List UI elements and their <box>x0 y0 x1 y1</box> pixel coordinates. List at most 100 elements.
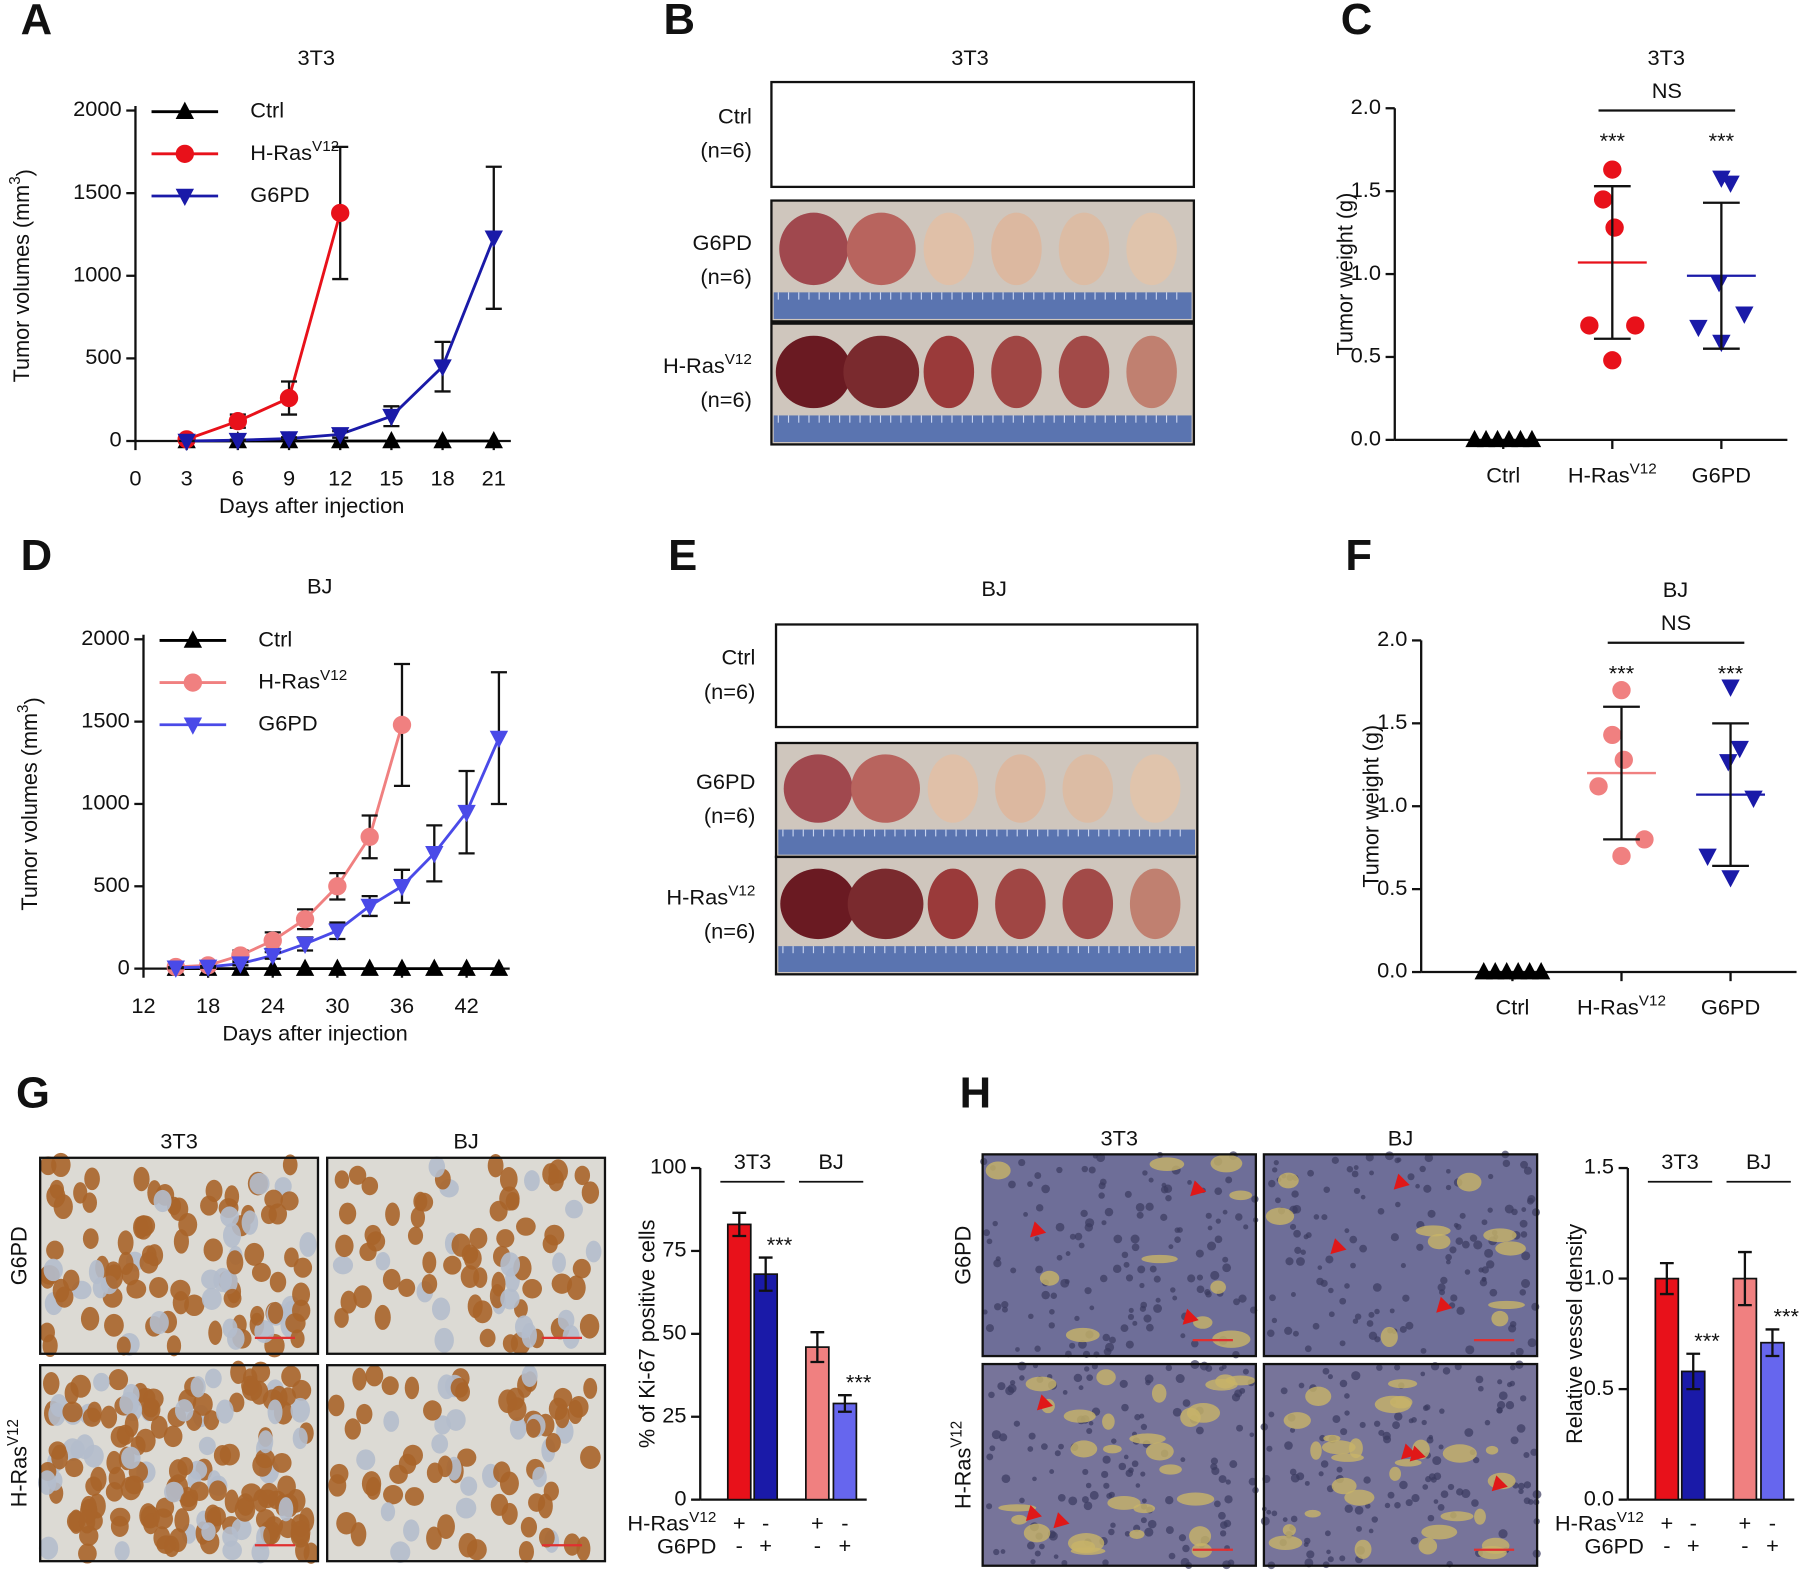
condition-sign: + <box>1660 1511 1673 1536</box>
nucleus <box>431 1434 449 1454</box>
legend-label: Ctrl <box>250 97 284 122</box>
cell <box>1378 1429 1385 1436</box>
cell <box>1390 1233 1399 1242</box>
nucleus <box>290 1329 305 1349</box>
y-tick-label: 2000 <box>73 96 122 121</box>
nucleus <box>135 1428 156 1453</box>
vessel <box>1488 1300 1525 1310</box>
condition-label: H-RasV12 <box>627 1509 716 1535</box>
cell <box>1232 1350 1240 1359</box>
nucleus <box>489 1200 508 1222</box>
marker <box>175 188 195 207</box>
marker <box>392 715 412 735</box>
tumor <box>779 212 849 286</box>
cell <box>1344 1228 1350 1234</box>
nucleus <box>121 1262 140 1286</box>
nucleus <box>223 1288 242 1308</box>
nucleus <box>267 1301 284 1324</box>
row-label-main: (n=6) <box>700 387 752 412</box>
vessel <box>1427 1233 1451 1250</box>
nucleus <box>267 1399 283 1425</box>
vessel <box>1065 1327 1100 1343</box>
vessel <box>1389 1466 1402 1481</box>
error-bar <box>1765 1328 1780 1358</box>
cell <box>1344 1393 1350 1399</box>
micrograph <box>38 1360 320 1564</box>
nucleus <box>421 1273 438 1294</box>
arrow <box>1025 1505 1042 1521</box>
row-label-main: G6PD <box>693 230 752 255</box>
nucleus <box>450 1377 469 1398</box>
nucleus <box>422 1251 437 1274</box>
significance: *** <box>1600 128 1626 153</box>
condition-sign: - <box>1769 1511 1776 1536</box>
cell <box>989 1445 996 1452</box>
marker <box>1626 316 1645 335</box>
cell <box>1160 1213 1168 1221</box>
tumor <box>991 335 1042 409</box>
significance: *** <box>1773 1304 1799 1329</box>
cell <box>1211 1466 1220 1476</box>
cell <box>1377 1207 1385 1215</box>
row-label-main: G6PD <box>696 769 755 794</box>
cell <box>1394 1364 1401 1371</box>
legend-label-main: G6PD <box>250 182 309 207</box>
cell <box>1085 1482 1092 1489</box>
y-label: Tumor volumes (mm3) <box>15 697 45 910</box>
group-label: BJ <box>818 1149 843 1174</box>
column-title: BJ <box>453 1129 478 1154</box>
marker <box>1709 275 1729 293</box>
nucleus <box>374 1304 391 1330</box>
cell <box>1175 1374 1185 1384</box>
cell <box>1028 1432 1036 1440</box>
cell <box>1372 1283 1382 1292</box>
marker <box>295 910 315 929</box>
cell <box>1363 1476 1371 1484</box>
marker <box>1589 777 1608 796</box>
cell <box>1455 1237 1464 1245</box>
tumor <box>1062 754 1114 823</box>
cell <box>1369 1170 1374 1176</box>
cell <box>1526 1197 1534 1205</box>
cell <box>1521 1251 1531 1261</box>
cell <box>1080 1209 1088 1218</box>
cell <box>1402 1294 1410 1302</box>
nucleus <box>153 1508 174 1530</box>
nucleus <box>579 1313 600 1339</box>
cell <box>1073 1373 1083 1383</box>
nucleus <box>190 1376 206 1398</box>
cell <box>1275 1197 1281 1204</box>
x-tick-label: 30 <box>325 993 349 1018</box>
vessel <box>1331 1477 1357 1495</box>
cell <box>1124 1190 1132 1198</box>
arrow <box>1401 1443 1418 1460</box>
vessel <box>1394 1458 1422 1467</box>
cell <box>1318 1471 1324 1477</box>
condition-sign: - <box>1690 1511 1697 1536</box>
y-tick-label: 0.0 <box>1377 958 1407 983</box>
nucleus <box>532 1466 547 1488</box>
cell <box>1130 1234 1140 1244</box>
marker <box>1698 848 1717 867</box>
cell <box>1465 1345 1475 1355</box>
marker <box>1603 351 1622 370</box>
nucleus <box>174 1508 190 1533</box>
cell <box>1220 1521 1228 1529</box>
nucleus <box>42 1334 58 1358</box>
cell <box>1344 1410 1350 1416</box>
cell <box>1084 1287 1092 1295</box>
cell <box>1472 1456 1480 1464</box>
cell <box>1143 1314 1152 1323</box>
marker <box>175 144 195 163</box>
nucleus <box>434 1327 454 1353</box>
nucleus <box>348 1165 367 1185</box>
nucleus <box>255 1508 276 1530</box>
nucleus <box>226 1250 244 1275</box>
tumor <box>1062 868 1114 940</box>
nucleus <box>55 1286 74 1308</box>
tumor <box>775 335 852 409</box>
condition-sign: + <box>839 1533 852 1558</box>
cell <box>1296 1257 1305 1266</box>
cell <box>1231 1393 1241 1402</box>
vessel <box>1039 1270 1060 1286</box>
